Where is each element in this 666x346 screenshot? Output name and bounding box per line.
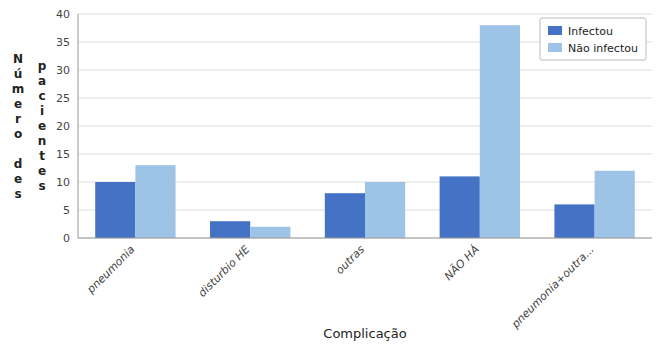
- y-tick-label: 15: [56, 148, 70, 161]
- x-tick-label: outras: [333, 243, 367, 277]
- bar: [325, 193, 365, 238]
- legend-box: [540, 18, 646, 60]
- bar: [95, 182, 135, 238]
- legend-label: Infectou: [568, 25, 613, 38]
- grid-line: [78, 126, 652, 127]
- bar: [480, 25, 520, 238]
- x-tick-label: pneumonia: [84, 243, 138, 297]
- x-axis-label: Complicação: [323, 326, 406, 341]
- y-tick-label: 35: [56, 36, 70, 49]
- bar: [595, 171, 635, 238]
- y-tick-label: 0: [63, 232, 70, 245]
- bar: [554, 204, 594, 238]
- legend-swatch: [548, 43, 562, 52]
- bar: [440, 176, 480, 238]
- x-tick-label: disturbio HE: [196, 243, 253, 300]
- grid-line: [78, 238, 652, 239]
- grid-line: [78, 154, 652, 155]
- y-axis: [78, 14, 79, 238]
- bar: [210, 221, 250, 238]
- y-tick-label: 5: [63, 204, 70, 217]
- legend-swatch: [548, 26, 562, 35]
- y-axis-label: Número des: [12, 52, 25, 201]
- grid-line: [78, 14, 652, 15]
- y-tick-label: 20: [56, 120, 70, 133]
- grid-line: [78, 70, 652, 71]
- y-tick-label: 40: [56, 8, 70, 21]
- y-tick-label: 25: [56, 92, 70, 105]
- x-tick-label: NÃO HÁ: [442, 243, 482, 283]
- legend-label: Não infectou: [568, 42, 638, 55]
- y-tick-label: 30: [56, 64, 70, 77]
- bar: [365, 182, 405, 238]
- chart: 0 5 10 15 20 25 30 35 40 pneumonia disturbio HE out…: [0, 0, 666, 346]
- x-tick-label: pneumonia+outra...: [508, 243, 596, 331]
- grid: [78, 14, 652, 238]
- legend: Infectou Não infectou: [540, 18, 646, 60]
- bar: [250, 227, 290, 238]
- x-axis: [78, 238, 652, 239]
- y-tick-label: 10: [56, 176, 70, 189]
- grid-line: [78, 98, 652, 99]
- bar: [135, 165, 175, 238]
- y-axis-label: pacientes: [38, 59, 47, 193]
